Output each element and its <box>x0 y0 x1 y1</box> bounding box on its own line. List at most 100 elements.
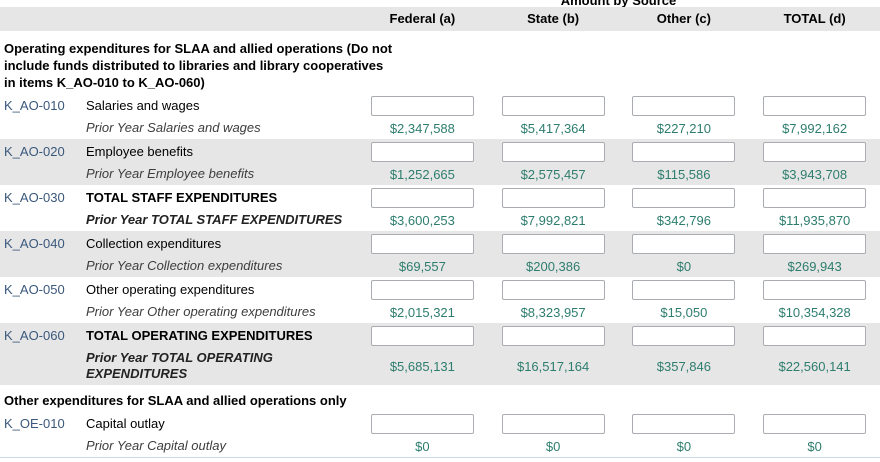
input-K_OE-010-other[interactable] <box>632 414 736 434</box>
row-label: Employee benefits <box>86 144 193 159</box>
input-K_OE-010-total[interactable] <box>763 414 867 434</box>
prior-value-total: $11,935,870 <box>778 212 851 228</box>
column-header-other: Other (c) <box>656 11 711 26</box>
amount-cell-state <box>488 279 619 300</box>
prior-year-label: Prior Year Salaries and wages <box>86 120 261 135</box>
amount-cell-other <box>619 95 750 116</box>
amount-cell-other <box>619 141 750 162</box>
amount-cell-other <box>619 187 750 208</box>
input-K_AO-020-federal[interactable] <box>370 142 474 162</box>
prior-value-other: $15,050 <box>660 304 708 320</box>
amount-cell-total <box>749 279 880 300</box>
amount-cell-total <box>749 141 880 162</box>
input-K_AO-050-total[interactable] <box>763 280 867 300</box>
row-label: Capital outlay <box>86 416 165 431</box>
input-K_AO-050-state[interactable] <box>501 280 605 300</box>
amount-cell-total <box>749 233 880 254</box>
amount-cell-other <box>619 279 750 300</box>
input-K_AO-020-total[interactable] <box>763 142 867 162</box>
prior-year-label: Prior Year TOTAL OPERATING EXPENDITURES <box>86 350 273 381</box>
input-K_AO-040-federal[interactable] <box>370 234 474 254</box>
section-heading-operating: Operating expenditures for SLAA and alli… <box>4 41 393 90</box>
input-K_OE-010-state[interactable] <box>501 414 605 434</box>
amount-cell-state <box>488 187 619 208</box>
form-body: Operating expenditures for SLAA and alli… <box>0 31 880 458</box>
prior-value-total: $3,943,708 <box>782 166 848 182</box>
input-K_AO-060-federal[interactable] <box>370 326 474 346</box>
spacer <box>0 162 86 182</box>
amount-cell-federal <box>357 187 488 208</box>
amount-cell-federal <box>357 279 488 300</box>
amount-by-source-title: Amount by Source <box>560 0 677 8</box>
amount-cell-federal <box>357 325 488 346</box>
row-K_AO-020: K_AO-020 Employee benefits Prior Year Em… <box>0 139 880 185</box>
prior-value-federal: $2,347,588 <box>389 120 455 136</box>
input-K_AO-010-state[interactable] <box>501 96 605 116</box>
input-K_AO-050-other[interactable] <box>632 280 736 300</box>
prior-year-label: Prior Year TOTAL STAFF EXPENDITURES <box>86 212 343 227</box>
input-K_AO-030-state[interactable] <box>501 188 605 208</box>
prior-value-state: $0 <box>545 438 561 454</box>
input-K_AO-030-other[interactable] <box>632 188 736 208</box>
input-K_OE-010-federal[interactable] <box>370 414 474 434</box>
input-K_AO-010-total[interactable] <box>763 96 867 116</box>
input-K_AO-050-federal[interactable] <box>370 280 474 300</box>
input-K_AO-030-total[interactable] <box>763 188 867 208</box>
prior-value-total: $0 <box>807 438 822 454</box>
input-K_AO-060-other[interactable] <box>632 326 736 346</box>
prior-year-label: Prior Year Other operating expenditures <box>86 304 316 319</box>
input-K_AO-040-total[interactable] <box>763 234 867 254</box>
input-K_AO-060-state[interactable] <box>501 326 605 346</box>
row-label: Salaries and wages <box>86 98 200 113</box>
header-spacer-label <box>86 7 357 31</box>
row-code: K_AO-030 <box>4 190 65 205</box>
row-K_AO-060: K_AO-060 TOTAL OPERATING EXPENDITURES Pr… <box>0 323 880 385</box>
row-code: K_AO-010 <box>4 98 65 113</box>
prior-year-label: Prior Year Capital outlay <box>86 438 226 453</box>
input-K_AO-060-total[interactable] <box>763 326 867 346</box>
amount-cell-state <box>488 325 619 346</box>
input-K_AO-010-federal[interactable] <box>370 96 474 116</box>
amount-cell-total <box>749 413 880 434</box>
prior-value-other: $115,586 <box>657 166 711 182</box>
prior-value-federal: $3,600,253 <box>389 212 455 228</box>
row-code: K_AO-020 <box>4 144 65 159</box>
amount-cell-total <box>749 187 880 208</box>
amount-cell-total <box>749 325 880 346</box>
input-K_AO-020-other[interactable] <box>632 142 736 162</box>
prior-value-federal: $0 <box>415 438 430 454</box>
row-K_AO-040: K_AO-040 Collection expenditures Prior Y… <box>0 231 880 277</box>
amount-cell-other <box>619 325 750 346</box>
input-K_AO-040-state[interactable] <box>501 234 605 254</box>
prior-value-federal: $69,557 <box>398 258 446 274</box>
input-K_AO-030-federal[interactable] <box>370 188 474 208</box>
prior-value-federal: $1,252,665 <box>389 166 455 182</box>
amount-cell-other <box>619 413 750 434</box>
row-K_AO-010: K_AO-010 Salaries and wages Prior Year S… <box>0 93 880 139</box>
amount-cell-state <box>488 413 619 434</box>
row-label: TOTAL STAFF EXPENDITURES <box>86 190 278 205</box>
section-heading-other-expenditures: Other expenditures for SLAA and allied o… <box>4 393 347 408</box>
spacer <box>0 346 86 382</box>
amount-cell-total <box>749 95 880 116</box>
column-header-row: Federal (a) State (b) Other (c) TOTAL (d… <box>0 7 880 31</box>
input-K_AO-010-other[interactable] <box>632 96 736 116</box>
prior-value-other: $342,796 <box>656 212 711 228</box>
spacer <box>0 116 86 136</box>
amount-cell-federal <box>357 233 488 254</box>
row-code: K_AO-040 <box>4 236 65 251</box>
prior-value-other: $357,846 <box>656 358 711 374</box>
prior-year-label: Prior Year Employee benefits <box>86 166 255 181</box>
input-K_AO-040-other[interactable] <box>632 234 736 254</box>
input-K_AO-020-state[interactable] <box>501 142 605 162</box>
prior-value-state: $16,517,164 <box>516 358 590 374</box>
prior-value-other: $0 <box>676 438 692 454</box>
prior-value-state: $8,323,957 <box>520 304 586 320</box>
row-K_OE-010: K_OE-010 Capital outlay Prior Year Capit… <box>0 411 880 458</box>
prior-value-federal: $2,015,321 <box>389 304 455 320</box>
column-header-state: State (b) <box>527 11 580 26</box>
row-code: K_AO-050 <box>4 282 65 297</box>
prior-value-total: $269,943 <box>787 258 842 274</box>
prior-value-total: $22,560,141 <box>778 358 851 374</box>
prior-value-total: $10,354,328 <box>778 304 851 320</box>
